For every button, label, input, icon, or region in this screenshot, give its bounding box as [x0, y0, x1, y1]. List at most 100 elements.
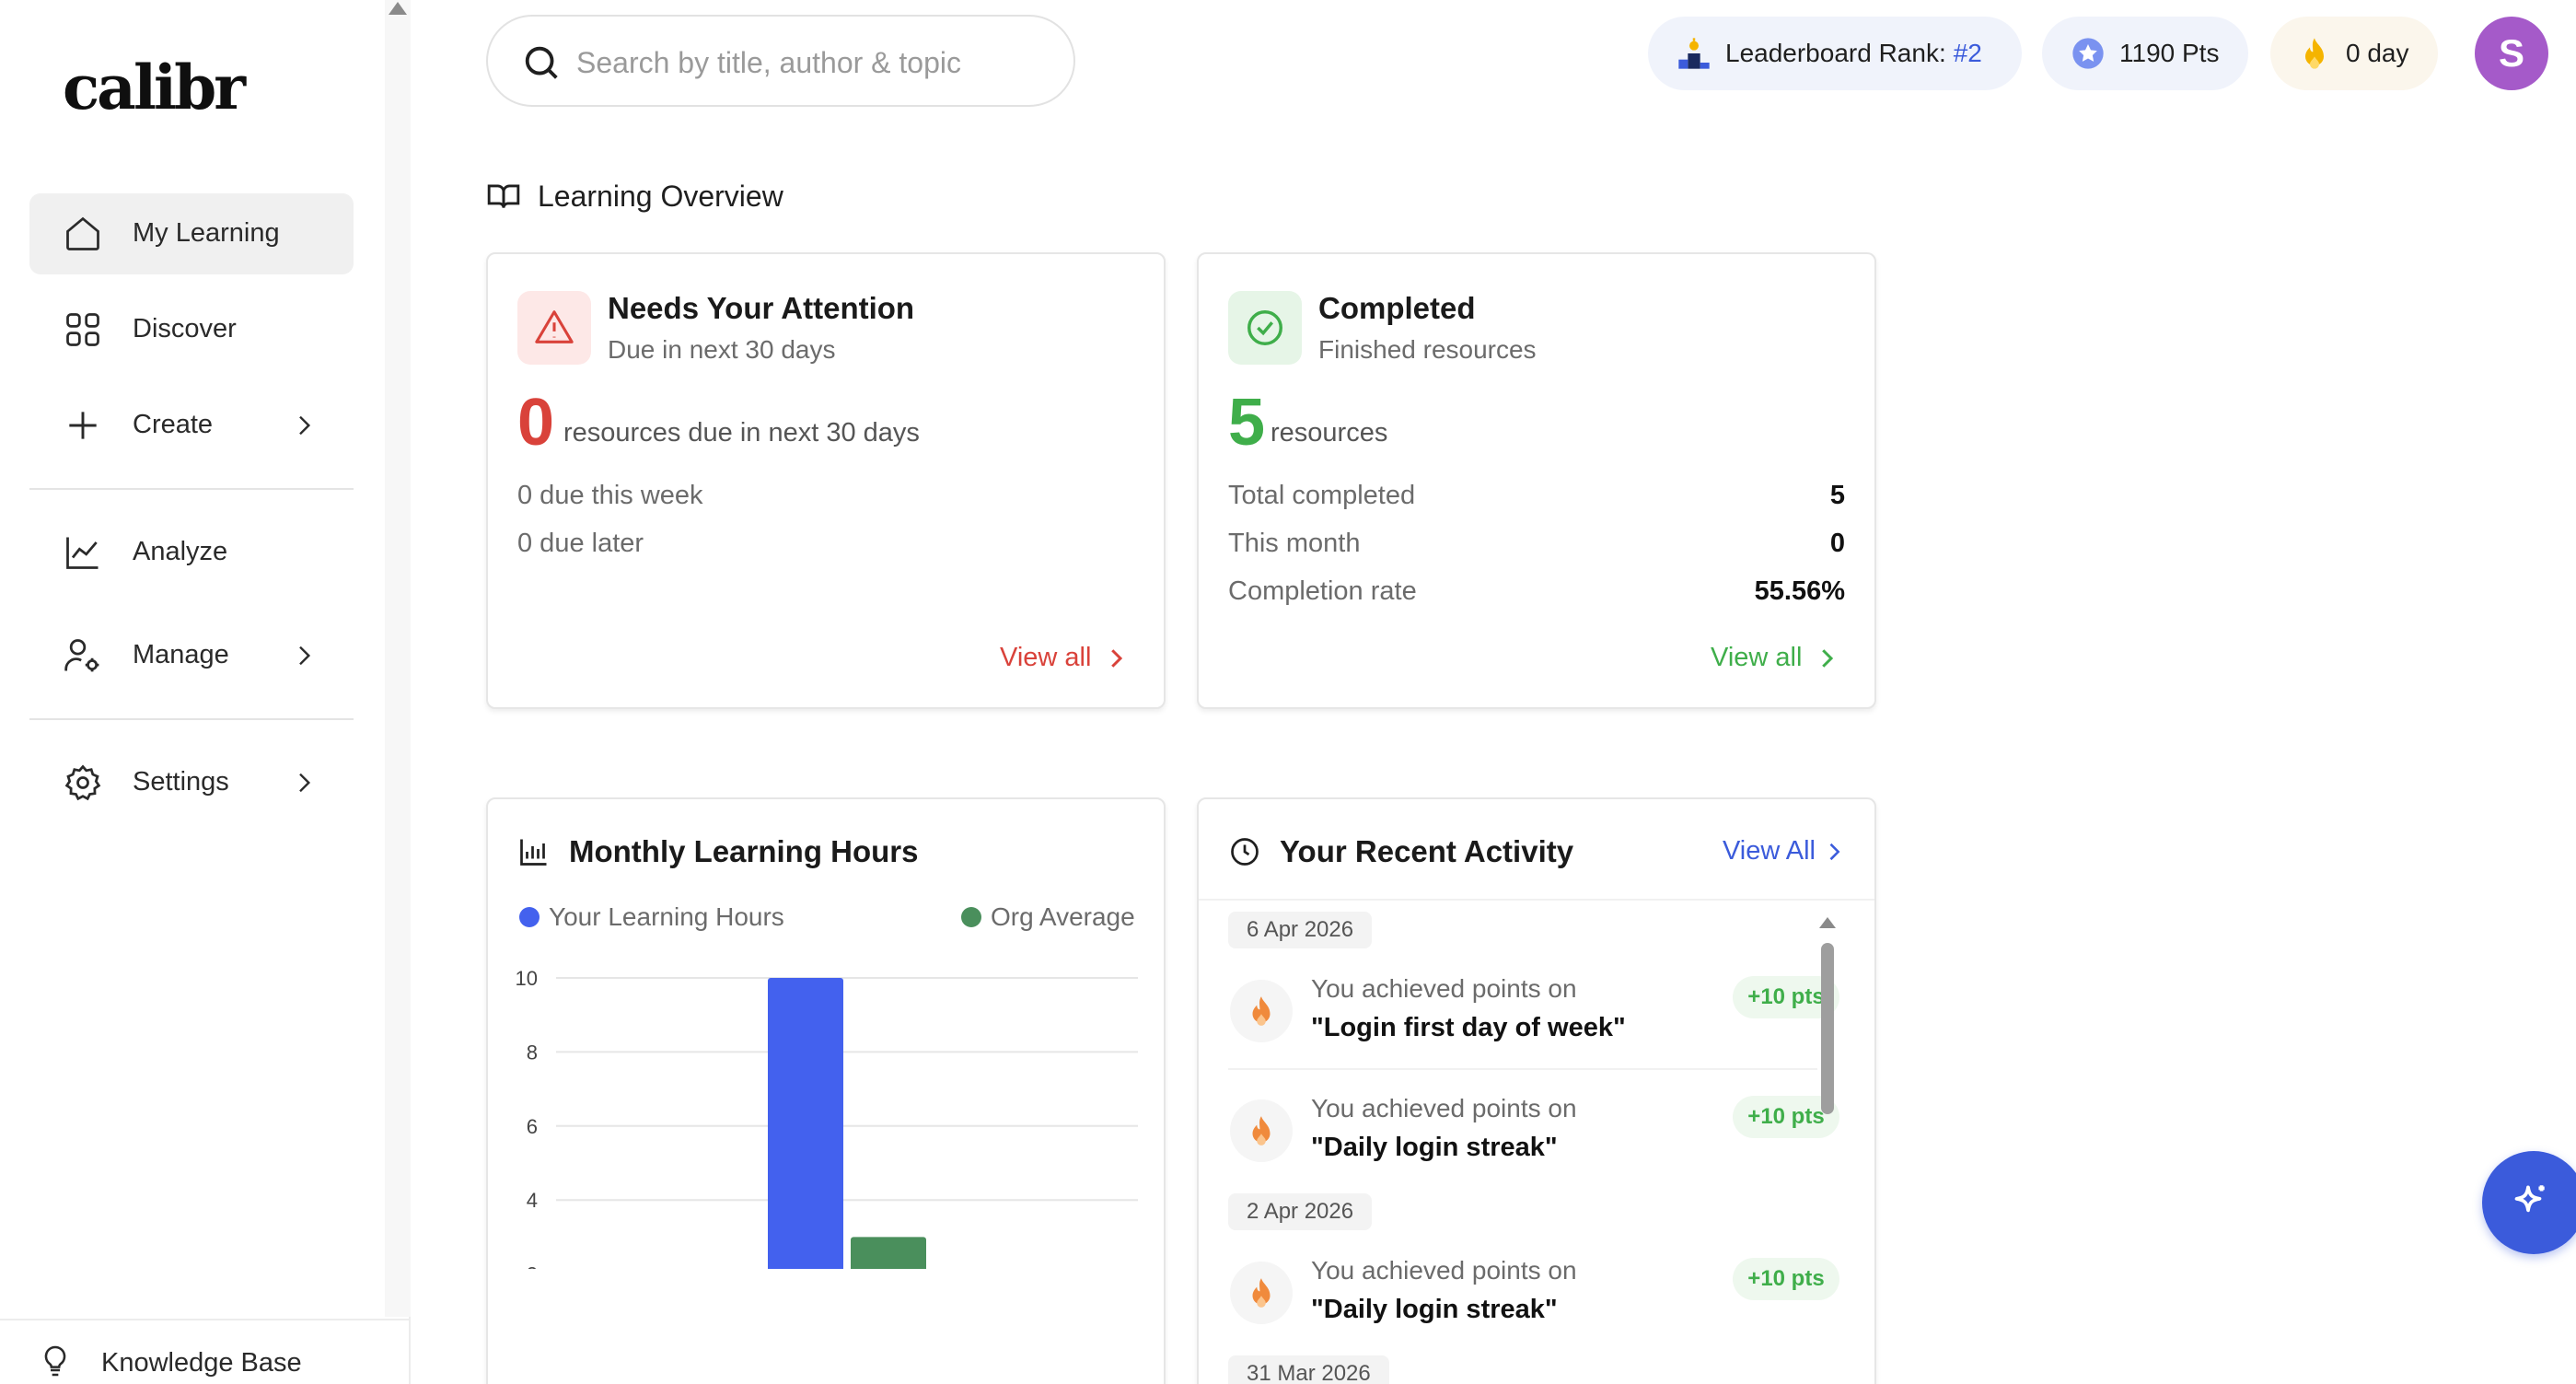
- stat-value: 0: [1829, 529, 1845, 558]
- date-chip: 2 Apr 2026: [1228, 1193, 1373, 1230]
- section-title: Learning Overview: [486, 173, 783, 219]
- sidebar-item-label: Manage: [133, 640, 229, 669]
- activity-title: Your Recent Activity: [1228, 834, 1573, 869]
- fire-icon-badge: [1230, 980, 1293, 1042]
- points-badge: +10 pts: [1733, 1258, 1839, 1300]
- leaderboard-rank-pill[interactable]: Leaderboard Rank: #2: [1648, 17, 2022, 90]
- user-settings-icon: [64, 639, 99, 672]
- bar-chart-icon: [520, 839, 547, 866]
- chevron-right-icon: [1829, 843, 1840, 860]
- rank-value: #2: [1953, 39, 1982, 67]
- sidebar-item-discover[interactable]: Discover: [29, 289, 354, 370]
- y-tick-label: 8: [527, 1041, 538, 1064]
- knowledge-base-link[interactable]: Knowledge Base: [0, 1319, 411, 1384]
- fire-icon-badge: [1230, 1099, 1293, 1162]
- fire-icon: [1252, 996, 1271, 1026]
- sidebar-item-create[interactable]: Create: [29, 385, 354, 466]
- avatar[interactable]: S: [2475, 17, 2548, 90]
- sidebar-item-my-learning[interactable]: My Learning: [29, 193, 354, 274]
- y-tick-label: 2: [527, 1263, 538, 1269]
- trophy-podium-icon: [1678, 38, 1710, 69]
- gear-icon: [64, 764, 101, 801]
- attention-view-all-link[interactable]: View all: [1000, 643, 1130, 673]
- activity-item[interactable]: You achieved points on "Login first day …: [1228, 961, 1839, 1063]
- completed-count: 5: [1228, 386, 1266, 459]
- stat-value: 5: [1829, 481, 1845, 510]
- warning-triangle-icon: [535, 310, 574, 343]
- completed-badge: [1228, 291, 1302, 365]
- ai-assistant-button[interactable]: [2482, 1151, 2576, 1254]
- activity-view-all-link[interactable]: View All: [1723, 836, 1847, 866]
- chevron-right-icon: [1111, 648, 1123, 668]
- activity-divider: [1228, 1068, 1817, 1070]
- attention-card: Needs Your Attention Due in next 30 days…: [486, 252, 1166, 709]
- search-icon: [525, 46, 558, 79]
- check-circle-icon: [1247, 310, 1282, 345]
- view-all-label: View All: [1722, 836, 1816, 866]
- attention-unit: resources due in next 30 days: [563, 418, 920, 448]
- activity-line1: You achieved points on: [1311, 1256, 1577, 1285]
- card-subtitle: Due in next 30 days: [608, 335, 836, 364]
- view-all-label: View all: [1000, 643, 1092, 672]
- star-badge-icon: [2072, 38, 2104, 69]
- sidebar-item-manage[interactable]: Manage: [29, 615, 354, 696]
- fire-icon-badge: [1230, 1262, 1293, 1324]
- scroll-up-arrow-icon[interactable]: [389, 2, 407, 15]
- lightbulb-icon: [44, 1345, 66, 1377]
- bar-your-learning-hours-mar: [768, 978, 843, 1269]
- view-all-label: View all: [1711, 643, 1803, 672]
- completed-view-all-link[interactable]: View all: [1711, 643, 1840, 673]
- stat-completion-rate: Completion rate 55.56%: [1228, 576, 1845, 613]
- legend-your-hours: Your Learning Hours: [519, 902, 784, 932]
- bar-org-average-mar: [851, 1237, 926, 1269]
- scrollbar-thumb[interactable]: [1821, 943, 1834, 1114]
- y-tick-label: 4: [527, 1189, 538, 1212]
- y-tick-label: 10: [516, 967, 538, 990]
- knowledge-base-label: Knowledge Base: [101, 1348, 302, 1378]
- streak-pill[interactable]: 0 day: [2270, 17, 2438, 90]
- chevron-right-icon: [299, 645, 311, 666]
- sidebar-divider: [29, 488, 354, 490]
- search-input[interactable]: [576, 41, 1055, 85]
- sidebar-item-label: My Learning: [133, 218, 280, 248]
- home-icon: [66, 216, 99, 250]
- app-logo[interactable]: calibr: [63, 52, 246, 123]
- activity-header: Your Recent Activity View All: [1199, 799, 1874, 901]
- y-tick-label: 6: [527, 1115, 538, 1138]
- chevron-right-icon: [1822, 648, 1834, 668]
- scroll-up-arrow-icon[interactable]: [1819, 917, 1836, 928]
- sidebar-scrollbar[interactable]: [385, 0, 411, 1317]
- monthly-hours-chart: 1086420FEBMARAPR: [516, 967, 1138, 1269]
- sidebar-item-settings[interactable]: Settings: [29, 742, 354, 823]
- search-bar[interactable]: [486, 15, 1075, 107]
- activity-line2: "Daily login streak": [1311, 1133, 1558, 1162]
- fire-icon: [1252, 1116, 1271, 1146]
- sidebar-item-label: Settings: [133, 767, 229, 797]
- stat-label: This month: [1228, 529, 1361, 558]
- chart-title: Monthly Learning Hours: [569, 834, 919, 868]
- points-pill[interactable]: 1190 Pts: [2042, 17, 2248, 90]
- card-title: Completed: [1318, 291, 1476, 325]
- stat-label: Completion rate: [1228, 576, 1417, 606]
- activity-scrollbar[interactable]: [1816, 910, 1839, 1262]
- sidebar-item-analyze[interactable]: Analyze: [29, 512, 354, 593]
- completed-card: Completed Finished resources 5 resources…: [1197, 252, 1876, 709]
- sidebar-item-label: Analyze: [133, 537, 228, 566]
- streak-value: 0 day: [2346, 39, 2409, 67]
- activity-item[interactable]: You achieved points on "Daily login stre…: [1228, 1081, 1839, 1182]
- activity-item[interactable]: You achieved points on "Daily login stre…: [1228, 1243, 1839, 1344]
- section-title-text: Learning Overview: [538, 179, 783, 213]
- points-badge: +10 pts: [1733, 1096, 1839, 1138]
- points-value: 1190 Pts: [2119, 39, 2220, 67]
- monthly-hours-card: Monthly Learning Hours Your Learning Hou…: [486, 797, 1166, 1384]
- attention-badge: [517, 291, 591, 365]
- chart-card-title: Monthly Learning Hours: [517, 834, 919, 869]
- activity-line1: You achieved points on: [1311, 974, 1577, 1003]
- recent-activity-card: Your Recent Activity View All 6 Apr 2026…: [1197, 797, 1876, 1384]
- legend-dot-blue: [519, 907, 540, 927]
- chevron-right-icon: [299, 415, 311, 436]
- activity-line1: You achieved points on: [1311, 1094, 1577, 1122]
- activity-line2: "Login first day of week": [1311, 1013, 1626, 1042]
- card-title: Needs Your Attention: [608, 291, 915, 325]
- stat-label: Total completed: [1228, 481, 1416, 510]
